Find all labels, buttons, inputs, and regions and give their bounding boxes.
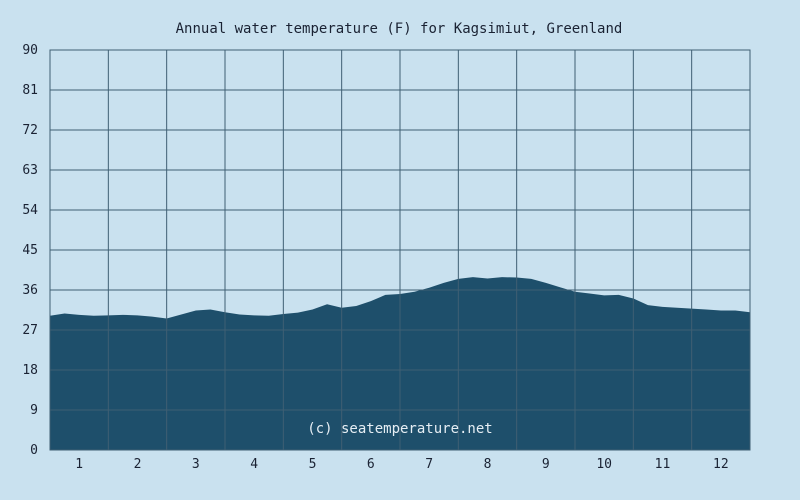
y-tick-label: 45	[22, 243, 38, 258]
grid-lines	[50, 50, 750, 450]
x-tick-label: 8	[484, 457, 492, 472]
x-tick-label: 11	[655, 457, 671, 472]
plot-border	[49, 49, 751, 451]
y-tick-label: 18	[22, 363, 38, 378]
y-tick-label: 72	[22, 123, 38, 138]
x-tick-label: 6	[367, 457, 375, 472]
y-tick-label: 54	[22, 203, 38, 218]
y-tick-label: 27	[22, 323, 38, 338]
y-tick-label: 81	[22, 83, 38, 98]
watermark: (c) seatemperature.net	[307, 421, 492, 437]
chart-title: Annual water temperature (F) for Kagsimi…	[176, 21, 623, 37]
x-tick-label: 10	[596, 457, 612, 472]
y-tick-label: 0	[30, 443, 38, 458]
y-axis-ticks: 0 9 18 27 36 45 54 63 72 81 90	[22, 43, 38, 458]
y-tick-label: 36	[22, 283, 38, 298]
x-tick-label: 4	[250, 457, 258, 472]
x-tick-label: 3	[192, 457, 200, 472]
y-tick-label: 9	[30, 403, 38, 418]
y-tick-label: 63	[22, 163, 38, 178]
x-tick-label: 1	[75, 457, 83, 472]
x-tick-label: 5	[309, 457, 317, 472]
x-tick-label: 2	[134, 457, 142, 472]
x-tick-label: 7	[425, 457, 433, 472]
y-tick-label: 90	[22, 43, 38, 58]
x-tick-label: 9	[542, 457, 550, 472]
x-tick-label: 12	[713, 457, 729, 472]
x-axis-ticks: 1 2 3 4 5 6 7 8 9 10 11 12	[75, 457, 728, 472]
